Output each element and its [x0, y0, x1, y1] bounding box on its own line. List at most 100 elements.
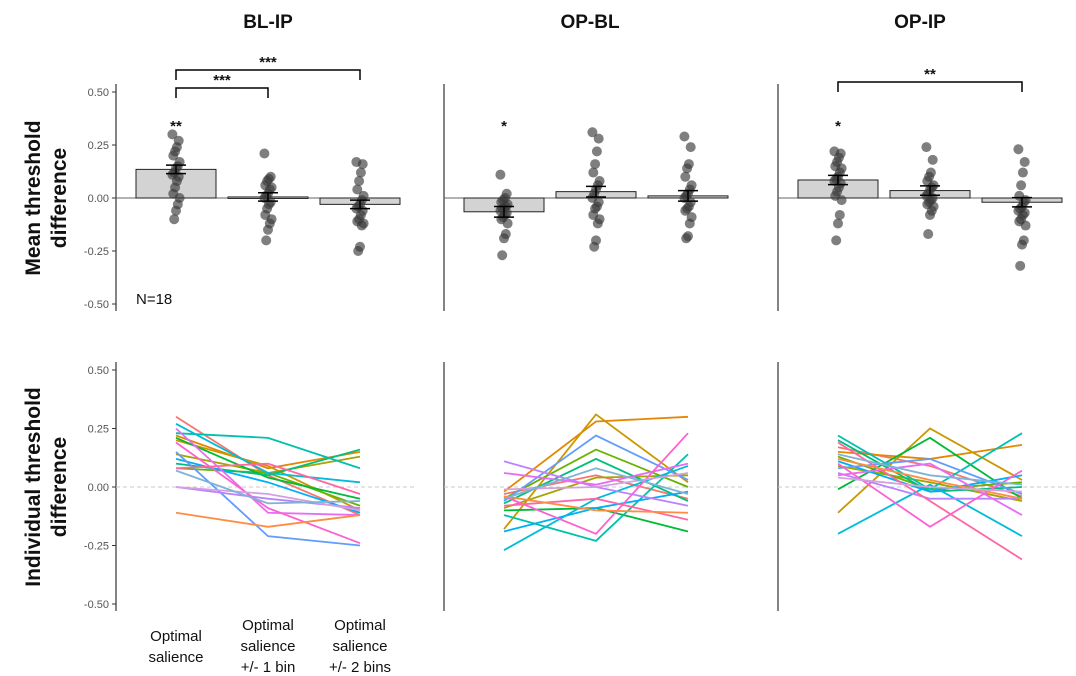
- data-point: [685, 142, 696, 153]
- x-cat-1-line3: +/- 1 bin: [241, 659, 296, 676]
- y-tick-label: -0.50: [84, 299, 109, 311]
- data-point: [1020, 220, 1031, 231]
- top-y-axis-label: Mean threshold difference: [22, 120, 71, 275]
- plots-layer: 0.50 0.25 0.00 -0.25 -0.50 0.50 0.25 0.00 -0.25 -…: [84, 54, 1076, 611]
- x-cat-0-line2: salience: [148, 649, 203, 666]
- series-line: [175, 451, 361, 547]
- data-point: [680, 205, 691, 216]
- significance-bracket: [175, 69, 361, 80]
- x-cat-0-line1: Optimal: [150, 628, 202, 645]
- data-point: [502, 218, 513, 229]
- series-line: [175, 469, 361, 505]
- axis-row1-panel0: 0.50 0.25 0.00 -0.25 -0.50: [84, 362, 416, 611]
- data-point: [168, 150, 179, 161]
- y-tick-label: 0.50: [88, 365, 109, 377]
- series-line: [175, 437, 361, 500]
- panel-title-op-bl: OP-BL: [560, 12, 620, 33]
- y-tick-label: 0.25: [88, 424, 109, 436]
- x-cat-1-line2: salience: [240, 638, 295, 655]
- data-point: [679, 131, 690, 142]
- series-line: [503, 462, 689, 486]
- data-point: [354, 176, 365, 187]
- data-point: [927, 154, 938, 165]
- data-point: [167, 129, 178, 140]
- series-line: [175, 511, 361, 528]
- data-point: [356, 220, 367, 231]
- line-panel-OP-IP: [837, 427, 1023, 561]
- data-point: [833, 218, 843, 229]
- data-point: [263, 224, 273, 235]
- series-line: [175, 462, 361, 495]
- data-point: [592, 218, 603, 229]
- data-point: [171, 205, 181, 216]
- data-point: [1015, 260, 1026, 271]
- panel-title-op-ip: OP-IP: [894, 12, 946, 33]
- significance-bracket-label: **: [924, 66, 936, 83]
- data-point: [261, 235, 272, 246]
- data-point: [355, 167, 366, 178]
- significance-star: *: [501, 118, 507, 135]
- line-panel-OP-BL: [503, 413, 689, 551]
- data-point: [495, 169, 506, 180]
- data-point: [591, 146, 602, 157]
- series-line: [503, 432, 689, 535]
- x-cat-1-line1: Optimal: [242, 617, 294, 634]
- data-point: [1019, 156, 1030, 167]
- data-point: [831, 235, 842, 246]
- bottom-y-axis-label: Individual threshold difference: [22, 387, 71, 587]
- data-point: [590, 159, 601, 170]
- x-cat-2-line1: Optimal: [334, 617, 386, 634]
- bottom-y-label-line1: Individual threshold: [22, 387, 45, 587]
- y-tick-label: 0.00: [88, 193, 109, 205]
- data-point: [681, 233, 692, 244]
- data-point: [921, 142, 932, 153]
- data-point: [352, 184, 363, 195]
- y-tick-label: 0.25: [88, 140, 109, 152]
- data-point: [1016, 180, 1027, 191]
- data-point: [1017, 167, 1028, 178]
- significance-star: *: [835, 118, 841, 135]
- top-y-label-line1: Mean threshold: [22, 120, 45, 275]
- significance-bracket: [837, 81, 1023, 92]
- y-tick-label: -0.50: [84, 599, 109, 611]
- data-point: [587, 127, 598, 138]
- data-point: [259, 148, 270, 159]
- series-line: [837, 432, 1023, 491]
- series-line: [837, 458, 1023, 500]
- data-point: [169, 214, 180, 225]
- bottom-y-label-line2: difference: [48, 437, 71, 537]
- data-point: [682, 163, 693, 174]
- data-point: [357, 159, 368, 170]
- data-point: [593, 133, 604, 144]
- significance-bracket-label: ***: [259, 54, 277, 71]
- bar-panel-OP-IP: ***: [797, 66, 1063, 271]
- x-category-labels: Optimal salience Optimal salience +/- 1 …: [148, 617, 391, 676]
- significance-bracket-label: ***: [213, 72, 231, 89]
- series-line: [503, 495, 689, 514]
- bar-panel-BL-IP: ********: [135, 54, 401, 256]
- data-point: [499, 233, 509, 244]
- data-point: [836, 195, 847, 206]
- y-tick-label: -0.25: [84, 246, 109, 258]
- data-point: [925, 209, 935, 220]
- series-line: [503, 467, 689, 500]
- data-point: [1013, 144, 1024, 155]
- series-line: [503, 413, 689, 530]
- data-point: [588, 167, 599, 178]
- series-line: [837, 453, 1023, 486]
- n-label: N=18: [136, 291, 172, 308]
- series-line: [175, 423, 361, 484]
- significance-star: **: [170, 118, 182, 135]
- y-tick-label: 0.50: [88, 87, 109, 99]
- y-tick-label: 0.00: [88, 482, 109, 494]
- significance-bracket: [175, 87, 269, 98]
- data-point: [680, 171, 691, 182]
- data-point: [589, 241, 600, 252]
- top-y-label-line2: difference: [48, 148, 71, 248]
- x-cat-2-line2: salience: [332, 638, 387, 655]
- series-line: [503, 490, 689, 533]
- data-point: [834, 209, 845, 220]
- series-line: [175, 432, 361, 470]
- series-line: [175, 427, 361, 516]
